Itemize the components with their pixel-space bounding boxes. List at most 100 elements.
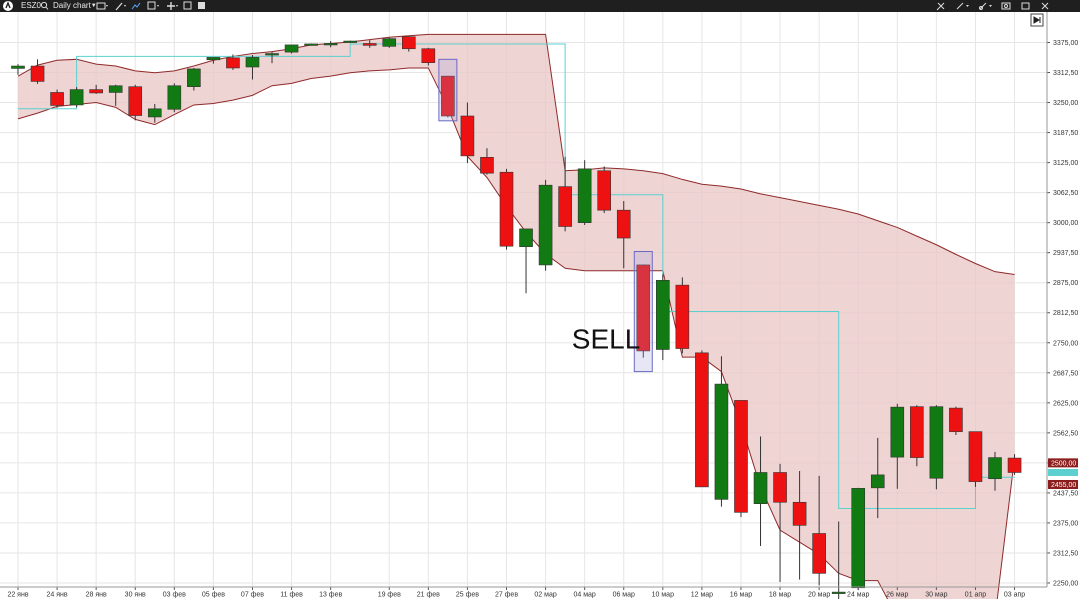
close-icon[interactable] (1040, 0, 1050, 12)
window-icon[interactable] (183, 0, 193, 12)
candle (304, 43, 318, 46)
x-tick-label: 24 янв (47, 592, 68, 599)
timeframe-dropdown[interactable]: Daily chart▼ (53, 0, 97, 12)
price-tag: 2455,00 (1048, 479, 1078, 489)
symbol-label[interactable]: ESZ0 (21, 1, 42, 10)
price-tag-label: 2500,00 (1051, 460, 1076, 467)
y-tick-label: 2812,50 (1053, 310, 1078, 317)
candle-body (343, 40, 357, 43)
candle (89, 84, 103, 94)
candle (714, 356, 729, 507)
y-tick-label: 2687,50 (1053, 370, 1078, 377)
candle-body (499, 171, 514, 247)
candle (890, 403, 905, 489)
x-tick-label: 26 мар (886, 592, 908, 599)
channel-upper-line (17, 33, 1015, 276)
candle-body (108, 85, 123, 93)
candle-body (597, 170, 612, 211)
x-tick-label: 11 фев (280, 592, 303, 599)
candle (851, 487, 866, 591)
x-tick-label: 30 янв (125, 592, 146, 599)
x-tick-label: 03 апр (1004, 592, 1025, 599)
fullscreen-icon[interactable] (147, 0, 161, 12)
crosshair-icon[interactable] (955, 0, 971, 12)
link-icon[interactable] (978, 0, 994, 12)
x-tick-label: 06 мар (613, 592, 635, 599)
candle-body (304, 43, 318, 46)
camera-icon[interactable] (1001, 0, 1011, 12)
candle (636, 264, 651, 358)
candle-body (949, 407, 963, 432)
level-line (18, 43, 1015, 510)
candle (988, 451, 1002, 491)
candle (558, 156, 572, 232)
candle (734, 400, 748, 518)
candle-body (1007, 457, 1022, 473)
price-tag-label: 2455,00 (1051, 482, 1076, 489)
chart-type-icon[interactable] (96, 0, 110, 12)
candle-body (128, 86, 143, 116)
layout-icon[interactable] (197, 0, 207, 12)
scroll-to-end-button[interactable] (1030, 13, 1044, 27)
x-tick-label: 03 фев (163, 592, 186, 599)
candle (949, 406, 963, 436)
x-tick-label: 18 мар (769, 592, 791, 599)
maximize-icon[interactable] (1021, 0, 1031, 12)
draw-icon[interactable] (114, 0, 128, 12)
candle (108, 84, 123, 106)
candle-body (656, 280, 670, 350)
candle-body (831, 591, 846, 594)
settings-icon[interactable] (935, 0, 947, 12)
search-icon[interactable] (40, 0, 49, 12)
candle-body (929, 406, 944, 479)
y-tick-label: 2437,50 (1053, 490, 1078, 497)
candle-body (284, 44, 299, 53)
candle (323, 41, 338, 48)
candle (792, 471, 807, 580)
candle (656, 274, 670, 361)
x-tick-label: 05 фев (202, 592, 225, 599)
price-tag: 2500,00 (1048, 458, 1078, 468)
x-tick-label: 30 мар (925, 592, 947, 599)
candles-layer (11, 36, 1022, 599)
x-tick-label: 20 мар (808, 592, 830, 599)
candle (753, 436, 768, 546)
logo-icon[interactable] (2, 0, 14, 12)
last-price-marker (1048, 468, 1078, 476)
candle (480, 148, 494, 175)
candle (1007, 454, 1022, 475)
price-tag-bg (1048, 458, 1078, 468)
x-tick-label: 13 фев (319, 592, 342, 599)
candle (50, 89, 64, 108)
candle-body (460, 115, 475, 157)
skip-end-icon (1033, 16, 1041, 24)
candle-body (226, 57, 240, 69)
axis-layer: 3375,00 3312,50 3250,00 3187,50 3125,00 3062,… (0, 12, 1078, 599)
add-icon[interactable] (166, 0, 180, 12)
indicator-icon[interactable] (131, 0, 141, 12)
y-tick-label: 2375,00 (1053, 520, 1078, 527)
candle-body (636, 264, 651, 352)
channel-lower-line (17, 67, 1016, 599)
candle-body (538, 184, 553, 266)
candle-body (206, 57, 221, 61)
candle-body (890, 406, 905, 458)
price-tag-bg (1048, 479, 1078, 489)
candle-body (812, 533, 826, 574)
x-tick-label: 12 мар (691, 592, 713, 599)
candle-body (773, 472, 787, 503)
candle (929, 405, 944, 490)
candle-body (792, 501, 807, 526)
y-tick-label: 2562,50 (1053, 430, 1078, 437)
level-line-layer (18, 43, 1015, 510)
highlight-box (633, 250, 653, 373)
candle (597, 166, 612, 214)
top-toolbar: ESZ0 Daily chart▼ (0, 0, 1080, 12)
candle (441, 75, 455, 118)
y-tick-label: 2750,00 (1053, 340, 1078, 347)
candle (206, 57, 221, 64)
candle (870, 437, 885, 519)
candle-body (147, 108, 162, 118)
price-chart[interactable]: 3375,00 3312,50 3250,00 3187,50 3125,00 3062,… (0, 12, 1080, 599)
highlight-box (438, 58, 458, 122)
